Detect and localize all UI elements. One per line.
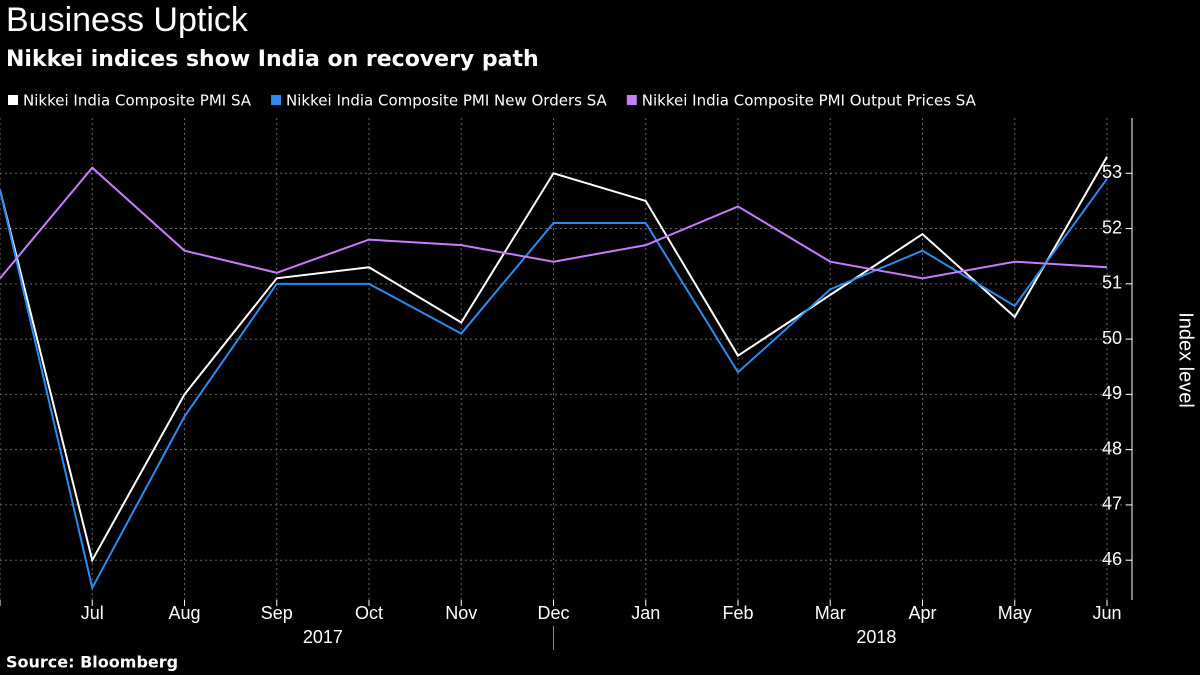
legend-swatch (271, 95, 282, 105)
source: Source: Bloomberg (6, 653, 178, 672)
x-tick-label: Oct (355, 603, 383, 623)
y-tick-label: 49 (1102, 383, 1122, 403)
y-tick-label: 51 (1102, 273, 1122, 293)
y-tick-label: 53 (1102, 162, 1122, 182)
legend-label: Nikkei India Composite PMI New Orders SA (286, 92, 607, 110)
y-tick-label: 47 (1102, 494, 1122, 514)
series-line (0, 156, 1108, 563)
chart-subtitle: Nikkei indices show India on recovery pa… (6, 47, 539, 72)
y-tick-label: 52 (1102, 217, 1122, 237)
x-tick-label: Jul (81, 603, 104, 623)
x-tick-label: Dec (537, 603, 569, 623)
x-tick-label: Feb (722, 603, 753, 623)
y-tick-label: 50 (1102, 328, 1122, 348)
x-group-label: 2017 (303, 627, 343, 647)
y-tick-label: 46 (1102, 549, 1122, 569)
x-tick-label: Jun (1092, 603, 1121, 623)
legend-swatch (8, 95, 18, 105)
series-line (0, 178, 1108, 591)
x-tick-label: Nov (445, 603, 477, 623)
y-tick-label: 48 (1102, 438, 1122, 458)
legend-label: Nikkei India Composite PMI Output Prices… (642, 92, 977, 110)
x-tick-label: Apr (908, 603, 936, 623)
x-tick-label: Mar (815, 603, 846, 623)
chart-title: Business Uptick (6, 1, 249, 39)
x-tick-label: Sep (261, 603, 293, 623)
legend-swatch (626, 95, 637, 105)
series-line (0, 166, 1108, 280)
legend-label: Nikkei India Composite PMI SA (23, 92, 252, 110)
x-tick-label: Aug (168, 603, 200, 623)
x-tick-label: Jan (631, 603, 660, 623)
y-axis-label: Index level (1175, 312, 1197, 408)
x-group-label: 2018 (856, 627, 896, 647)
x-tick-label: May (998, 603, 1032, 623)
